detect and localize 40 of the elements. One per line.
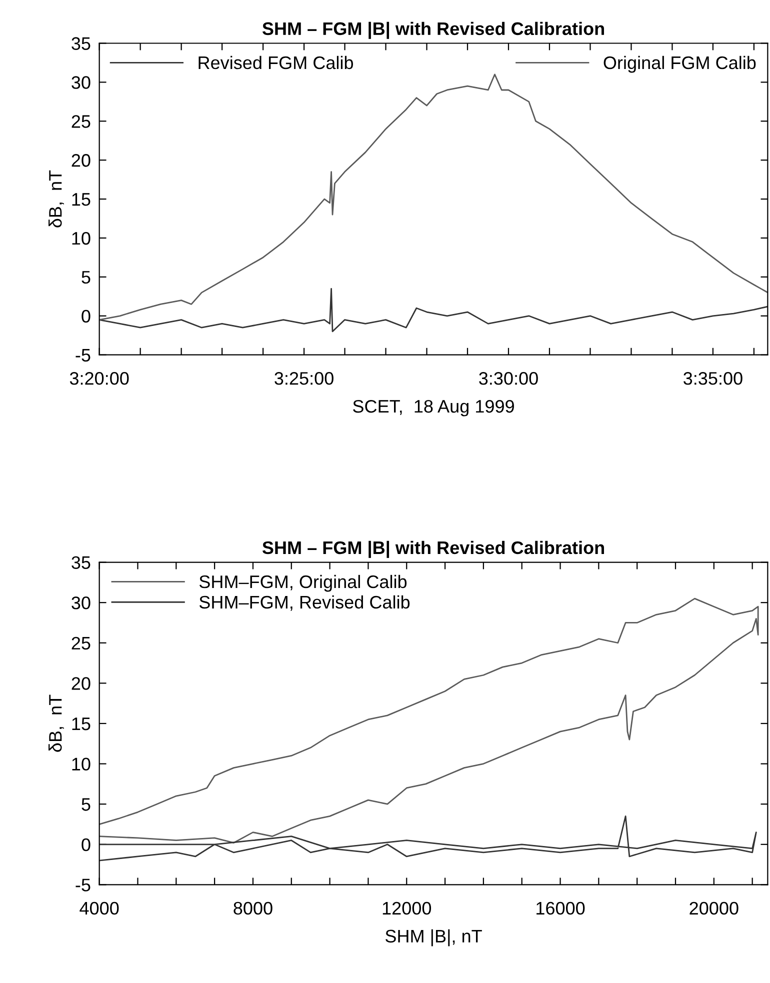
y-tick-label: 10 <box>72 758 90 771</box>
line-series <box>99 74 768 320</box>
y-tick-label: 20 <box>72 677 90 690</box>
line-series <box>99 288 768 332</box>
x-tick-label: 16000 <box>536 902 585 915</box>
legend-label: SHM–FGM, Original Calib <box>199 574 407 592</box>
y-tick-label: 25 <box>72 636 90 650</box>
y-tick-label: 20 <box>72 154 90 167</box>
y-tick-label: 35 <box>72 37 90 50</box>
y-tick-label: -5 <box>76 348 90 362</box>
x-tick-label: 12000 <box>382 902 432 915</box>
chart-title: SHM – FGM |B| with Revised Calibration <box>262 22 604 39</box>
x-axis-title: SHM |B|, nT <box>386 929 482 946</box>
legend-label: Revised FGM Calib <box>198 56 354 70</box>
y-axis-title: δB, nT <box>48 694 64 752</box>
y-tick-label: 30 <box>72 76 90 89</box>
x-tick-label: 3:20:00 <box>70 372 129 385</box>
y-tick-label: 15 <box>72 193 90 206</box>
y-tick-label: -5 <box>76 878 90 892</box>
y-tick-label: 15 <box>72 718 90 730</box>
x-tick-label: 8000 <box>234 902 272 915</box>
x-tick-label: 4000 <box>80 902 119 915</box>
x-axis-title: SCET, 18 Aug 1999 <box>353 400 514 416</box>
x-tick-label: 20000 <box>690 902 738 915</box>
x-tick-label: 3:30:00 <box>479 372 538 385</box>
legend-label: Original FGM Calib <box>604 56 756 73</box>
y-tick-label: 10 <box>72 232 90 245</box>
line-series <box>99 815 757 862</box>
y-tick-label: 5 <box>82 798 90 811</box>
y-tick-label: 5 <box>82 271 90 284</box>
y-axis-title: δB, nT <box>48 170 64 228</box>
x-tick-label: 3:25:00 <box>274 372 334 385</box>
y-tick-label: 0 <box>82 838 90 852</box>
legend-label: SHM–FGM, Revised Calib <box>199 595 410 611</box>
y-tick-label: 25 <box>72 115 90 128</box>
y-tick-label: 0 <box>82 310 90 323</box>
y-tick-label: 30 <box>72 596 90 610</box>
chart-title: SHM – FGM |B| with Revised Calibration <box>262 540 604 558</box>
x-tick-label: 3:35:00 <box>684 372 742 385</box>
y-tick-label: 35 <box>72 556 90 569</box>
